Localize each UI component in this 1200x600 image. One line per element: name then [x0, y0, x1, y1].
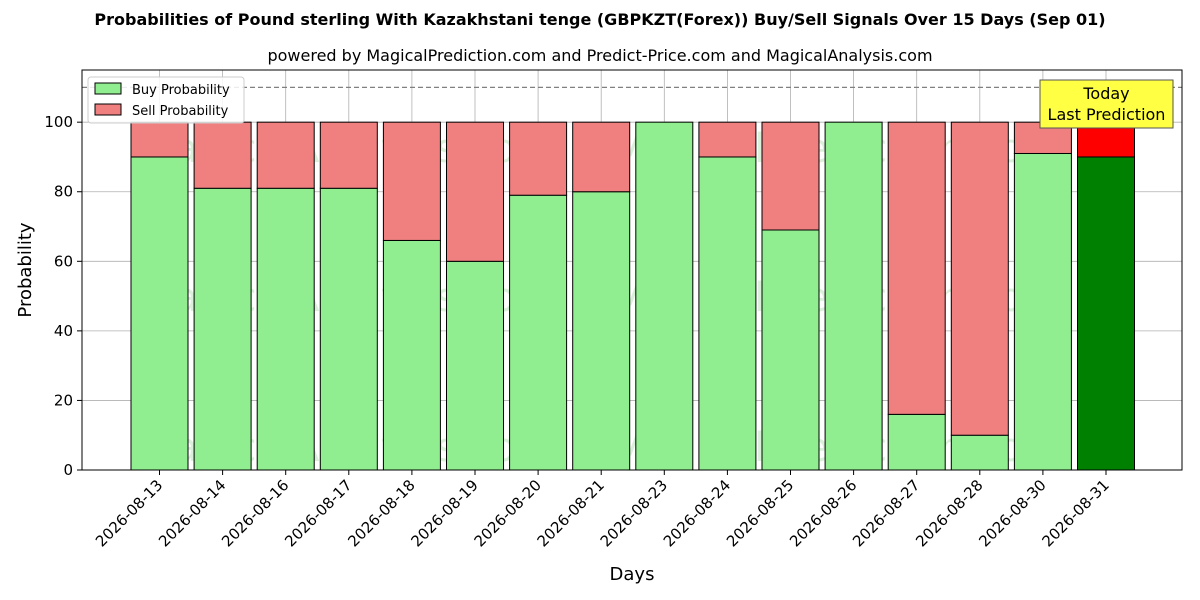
today-label: Today	[1082, 84, 1129, 103]
y-axis-label: Probability	[15, 222, 36, 317]
last-prediction-label: Last Prediction	[1048, 105, 1166, 124]
x-tick-label: 2026-08-26	[786, 476, 860, 550]
buy-bar	[1013, 152, 1072, 471]
buy-bar	[193, 187, 252, 471]
buy-bar	[824, 121, 883, 471]
x-tick-label: 2026-08-30	[975, 476, 1049, 550]
x-tick-label: 2026-08-17	[281, 476, 355, 550]
chart-subtitle: powered by MagicalPrediction.com and Pre…	[267, 46, 933, 65]
buy-bar	[572, 191, 631, 471]
buy-bar	[887, 413, 946, 471]
y-tick-label: 20	[54, 391, 73, 409]
chart-title: Probabilities of Pound sterling With Kaz…	[94, 10, 1106, 29]
y-tick-label: 60	[54, 252, 73, 270]
buy-bar	[130, 156, 189, 471]
plot-frame	[81, 69, 1183, 471]
x-tick-label: 2026-08-14	[155, 476, 229, 550]
sell-bar	[887, 121, 946, 415]
buy-bar	[446, 260, 504, 471]
legend-label-sell: Sell Probability	[132, 104, 229, 119]
buy-bar	[509, 194, 568, 471]
today-annotation: Today Last Prediction	[1039, 79, 1174, 129]
x-tick-label: 2026-08-18	[344, 476, 418, 550]
sell-bar	[509, 121, 568, 196]
legend-frame	[87, 76, 245, 124]
sell-bar	[319, 121, 378, 189]
x-tick-label: 2026-08-21	[534, 476, 608, 550]
bar-layer	[130, 121, 1135, 471]
buy-bar	[256, 187, 315, 471]
legend-swatch-sell	[94, 103, 122, 116]
x-tick-label: 2026-08-16	[218, 476, 292, 550]
sell-bar	[193, 121, 252, 189]
x-tick-label: 2026-08-19	[407, 476, 481, 550]
buy-bar	[698, 156, 757, 471]
sell-bar	[572, 121, 631, 193]
x-tick-label: 2026-08-25	[723, 476, 797, 550]
legend: Buy Probability Sell Probability	[87, 76, 245, 124]
x-axis-label: Days	[610, 564, 655, 585]
x-tick-label: 2026-08-20	[471, 476, 545, 550]
x-tick-label: 2026-08-28	[912, 476, 986, 550]
sell-bar	[130, 121, 189, 158]
buy-bar	[382, 239, 441, 471]
y-tick-label: 40	[54, 322, 73, 340]
buy-bar	[950, 434, 1009, 471]
sell-bar	[446, 121, 504, 262]
legend-swatch-buy	[94, 82, 122, 95]
today-annotation-box	[1039, 79, 1174, 129]
sell-bar	[698, 121, 757, 158]
sell-bar	[950, 121, 1009, 436]
sell-bar	[761, 121, 820, 231]
x-tick-label: 2026-08-13	[92, 476, 166, 550]
y-tick-label: 0	[63, 461, 73, 479]
legend-label-buy: Buy Probability	[132, 83, 230, 98]
buy-bar	[319, 187, 378, 471]
buy-bar	[761, 229, 820, 471]
x-tick-label: 2026-08-31	[1038, 476, 1112, 550]
sell-bar	[382, 121, 441, 241]
x-tick-label: 2026-08-24	[660, 476, 734, 550]
y-tick-label: 100	[44, 113, 73, 131]
y-tick-label: 80	[54, 183, 73, 201]
sell-bar	[256, 121, 315, 189]
x-tick-label: 2026-08-27	[849, 476, 923, 550]
x-tick-label: 2026-08-23	[597, 476, 671, 550]
buy-bar	[1077, 156, 1135, 471]
buy-bar	[635, 121, 694, 471]
